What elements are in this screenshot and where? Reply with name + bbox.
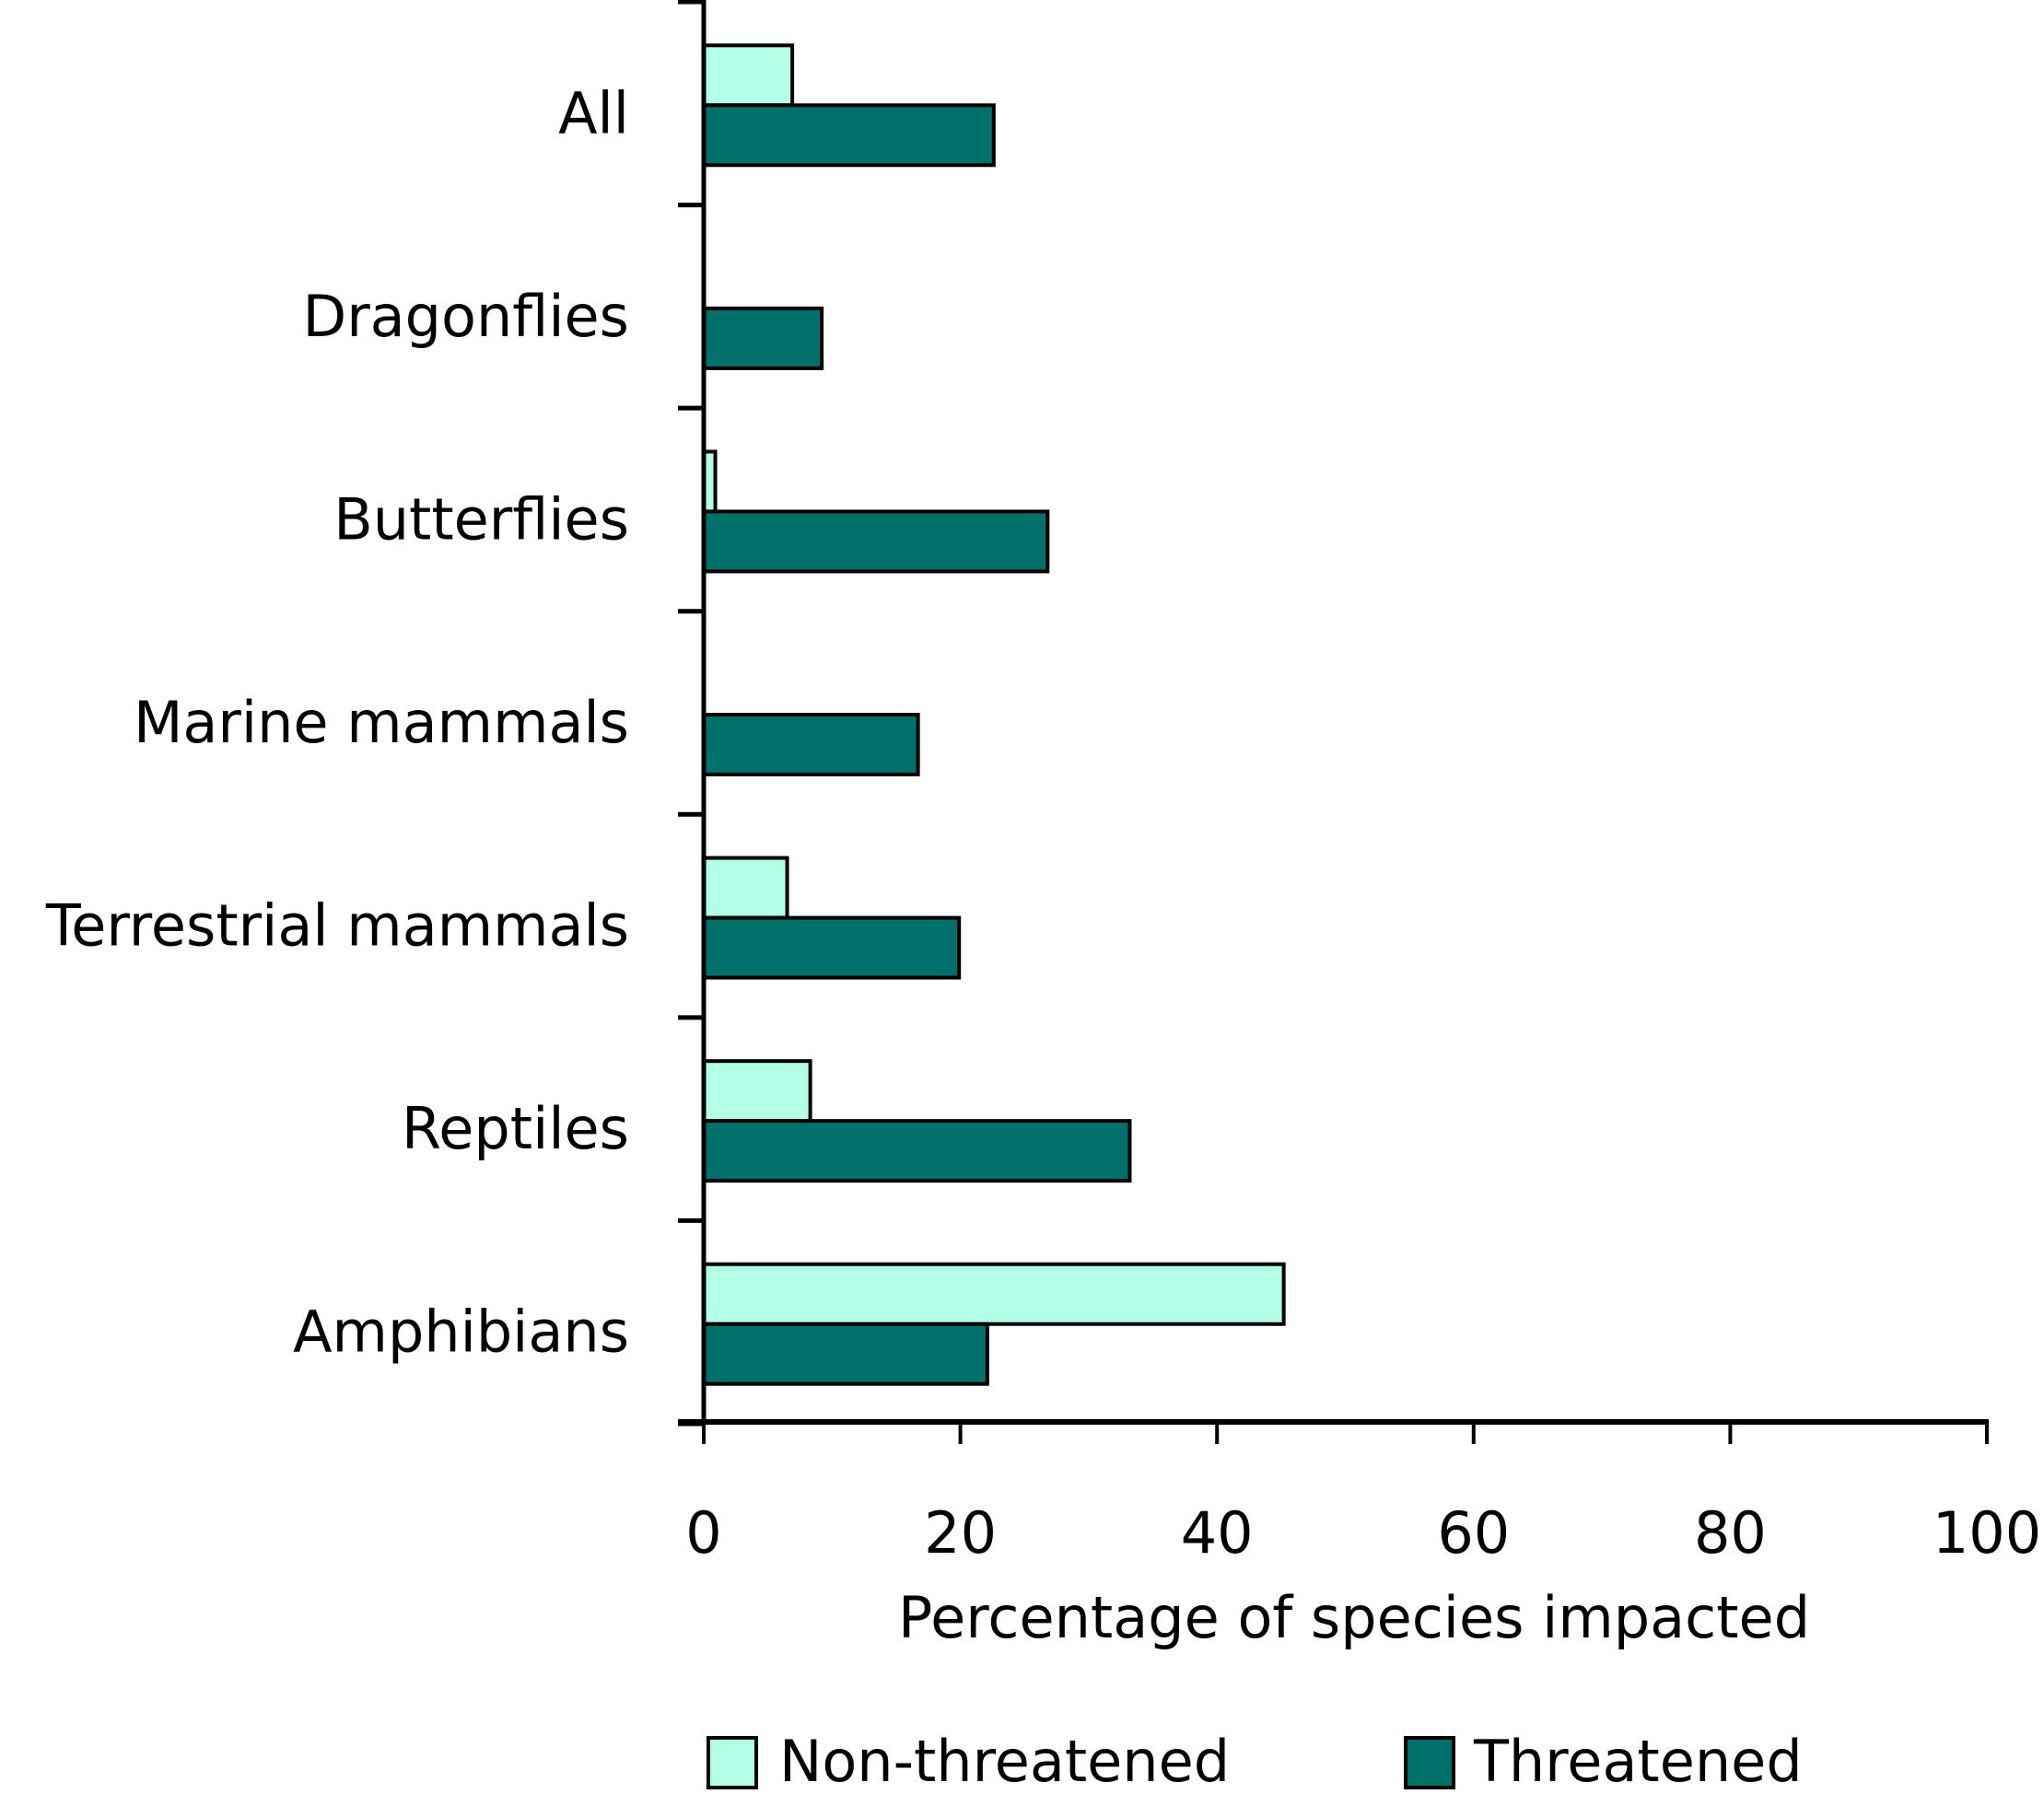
legend-swatch-threatened	[1404, 1736, 1455, 1789]
x-tick-labels: 0 20 40 60 80 100	[685, 1499, 2041, 1567]
bar-non-threatened-terrestrial-mammals	[702, 856, 789, 920]
x-tick-label-60: 60	[1437, 1499, 1510, 1567]
bars-group	[702, 43, 1286, 1386]
category-label-butterflies: Butterflies	[333, 485, 629, 553]
bar-non-threatened-all	[702, 43, 795, 108]
x-tick-label-40: 40	[1181, 1499, 1254, 1567]
legend: Non-threatened Threatened	[707, 1728, 1803, 1794]
x-tick-label-20: 20	[924, 1499, 997, 1567]
category-labels: All Dragonflies Butterflies Marine mammals T…	[45, 79, 629, 1365]
legend-label-threatened: Threatened	[1473, 1728, 1803, 1794]
category-label-marine-mammals: Marine mammals	[134, 689, 629, 756]
bar-threatened-reptiles	[702, 1119, 1132, 1183]
bar-threatened-all	[702, 103, 996, 168]
category-label-all: All	[558, 79, 629, 146]
bar-non-threatened-reptiles	[702, 1059, 812, 1124]
category-label-amphibians: Amphibians	[293, 1299, 629, 1366]
bar-threatened-dragonflies	[702, 306, 824, 370]
x-tick-label-0: 0	[685, 1499, 721, 1567]
x-axis-title: Percentage of species impacted	[898, 1584, 1810, 1651]
bar-threatened-amphibians	[702, 1322, 989, 1386]
legend-label-non-threatened: Non-threatened	[779, 1728, 1230, 1794]
category-label-dragonflies: Dragonflies	[302, 283, 629, 350]
bar-non-threatened-amphibians	[702, 1262, 1286, 1326]
x-tick-label-100: 100	[1933, 1499, 2041, 1567]
bar-threatened-terrestrial-mammals	[702, 915, 962, 980]
category-label-reptiles: Reptiles	[402, 1095, 629, 1162]
axes-group	[678, 0, 1989, 1444]
category-label-terrestrial-mammals: Terrestrial mammals	[45, 892, 629, 960]
x-tick-label-80: 80	[1694, 1499, 1767, 1567]
bar-threatened-butterflies	[702, 509, 1050, 574]
legend-swatch-non-threatened	[707, 1736, 758, 1789]
bar-threatened-marine-mammals	[702, 713, 920, 776]
